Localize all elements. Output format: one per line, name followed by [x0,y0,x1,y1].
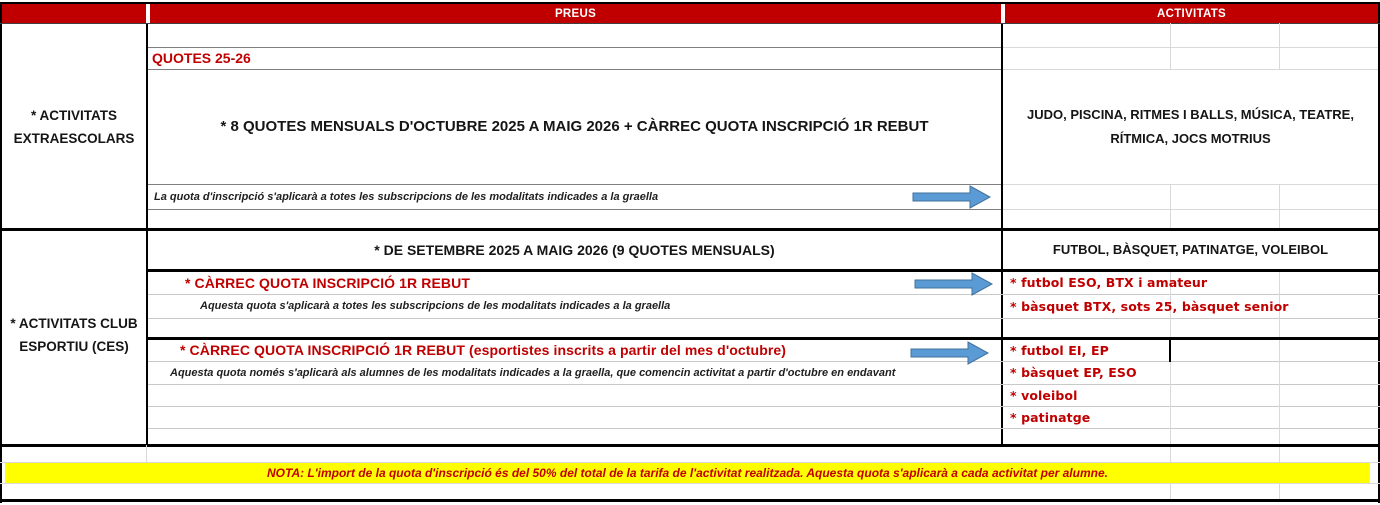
gridline [1170,447,1171,462]
gridline [1279,23,1280,69]
gridline [0,2,1380,4]
header-bar-preus [150,4,1001,23]
carrec2-title: * CÀRREC QUOTA INSCRIPCIÓ 1R REBUT (espo… [180,342,787,358]
right-arrow-icon [914,272,994,296]
gridline [1001,23,1003,445]
nota-text: NOTA: L'import de la quota d'inscripció … [267,466,1108,480]
nota-highlight-band: NOTA: L'import de la quota d'inscripció … [5,463,1370,483]
right-arrow-icon [912,185,992,209]
gridline [148,361,1380,362]
carrec1-title: * CÀRREC QUOTA INSCRIPCIÓ 1R REBUT [185,274,470,291]
carrec1-activity-item: * futbol ESO, BTX i amateur [1010,275,1208,290]
row-label-ces-line1: * ACTIVITATS CLUB [10,316,138,331]
gridline [1279,484,1280,499]
gridline [1170,184,1171,228]
ces-activities-header: FUTBOL, BÀSQUET, PATINATGE, VOLEIBOL [1052,242,1329,257]
gridline [148,69,1001,70]
carrec2-activity-item: * patinatge [1010,409,1091,425]
gridline [148,337,1380,340]
header-bar-left [2,4,146,23]
row-label-extraescolars: * ACTIVITATS EXTRAESCOLARS [2,104,146,150]
gridline [1279,184,1280,228]
gridline [1003,209,1378,210]
row-label-extraescolars-line2: EXTRAESCOLARS [13,131,135,146]
gridline [1170,272,1171,337]
gridline [0,483,1380,484]
ces-pricing-line: * DE SETEMBRE 2025 A MAIG 2026 (9 QUOTES… [374,241,775,258]
quotes-title: QUOTES 25-26 [152,50,251,66]
column-header-activitats: ACTIVITATS [1156,7,1226,20]
gridline [1003,47,1378,48]
extraescolars-pricing-line: * 8 QUOTES MENSUALS D'OCTUBRE 2025 A MAI… [220,118,929,135]
extraescolars-inscription-note: La quota d'inscripció s'aplicarà a totes… [154,190,659,203]
gridline [146,445,147,463]
gridline [148,209,1001,210]
gridline [0,462,1380,463]
carrec1-activity-item: * bàsquet BTX, sots 25, bàsquet senior [1010,298,1289,314]
right-arrow-icon [910,341,990,365]
gridline [0,444,1380,447]
gridline [1279,447,1280,462]
gridline [0,228,1380,231]
row-label-ces: * ACTIVITATS CLUB ESPORTIU (CES) [2,312,146,358]
gridline [148,47,1001,48]
gridline [148,294,1380,295]
carrec1-note: Aquesta quota s'aplicarà a totes les sub… [200,300,671,312]
gridline [148,384,1380,385]
row-label-extraescolars-line1: * ACTIVITATS [31,108,117,123]
gridline [1003,69,1378,70]
header-bar-activitats [1005,4,1378,23]
gridline [1378,2,1380,503]
gridline [1170,362,1171,444]
gridline [0,23,1380,24]
gridline [146,23,148,445]
gridline [148,406,1380,407]
carrec2-activity-item: * voleibol [1010,387,1078,403]
extraescolars-activities: JUDO, PISCINA, RITMES I BALLS, MÚSICA, T… [1027,106,1354,146]
gridline [1170,23,1171,69]
gridline [148,428,1380,429]
gridline [1003,184,1378,185]
gridline [1170,484,1171,499]
row-label-ces-line2: ESPORTIU (CES) [19,339,129,354]
carrec2-activity-item: * futbol EI, EP [1010,342,1109,358]
gridline [148,269,1380,272]
gridline [148,318,1380,319]
gridline [1169,338,1171,362]
gridline [0,499,1380,502]
gridline [1279,340,1280,444]
gridline [0,2,2,503]
carrec2-activity-item: * bàsquet EP, ESO [1010,365,1137,380]
column-header-preus: PREUS [554,7,597,20]
gridline [1279,272,1280,337]
carrec2-note: Aquesta quota només s'aplicarà als alumn… [170,366,896,379]
gridline [148,184,1001,185]
